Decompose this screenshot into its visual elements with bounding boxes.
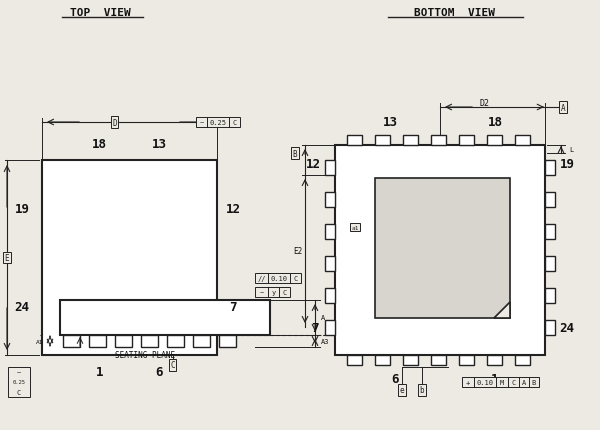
Text: C: C (283, 289, 287, 295)
Bar (545, 256, 555, 271)
Bar (462, 377, 539, 387)
Bar (545, 193, 555, 208)
Text: C: C (17, 389, 21, 395)
Bar (60, 300, 270, 335)
Text: //: // (257, 275, 266, 281)
Bar (167, 335, 184, 347)
Text: a1: a1 (351, 225, 359, 230)
Text: 0.25: 0.25 (209, 120, 227, 126)
Bar (325, 193, 335, 208)
Text: 0.25: 0.25 (13, 380, 26, 384)
Bar (431, 136, 446, 146)
Bar (487, 136, 502, 146)
Text: E2: E2 (293, 247, 302, 256)
Polygon shape (494, 302, 510, 318)
Bar (8, 367, 30, 397)
Bar (375, 355, 390, 365)
Text: 1: 1 (96, 366, 104, 379)
Text: +: + (466, 379, 470, 385)
Bar (115, 335, 132, 347)
Text: B: B (293, 149, 298, 158)
Text: L: L (569, 147, 573, 153)
Bar (347, 355, 362, 365)
Text: BOTTOM  VIEW: BOTTOM VIEW (415, 8, 496, 18)
Bar (545, 224, 555, 240)
Bar (196, 118, 240, 128)
Text: 18: 18 (487, 115, 502, 128)
Bar (193, 335, 210, 347)
Bar (63, 335, 80, 347)
Text: ~: ~ (17, 369, 21, 375)
Text: 0.10: 0.10 (271, 275, 287, 281)
Bar (42, 161, 217, 355)
Bar (347, 136, 362, 146)
Bar (375, 136, 390, 146)
Text: A3: A3 (321, 338, 329, 344)
Text: C: C (511, 379, 515, 385)
Bar (325, 256, 335, 271)
Text: 12: 12 (226, 203, 241, 216)
Bar (545, 289, 555, 303)
Bar (431, 355, 446, 365)
Text: 6: 6 (391, 373, 399, 386)
Bar (219, 335, 236, 347)
Text: SEATING PLANE: SEATING PLANE (115, 351, 175, 359)
Bar (325, 320, 335, 335)
Bar (335, 146, 545, 355)
Bar (515, 355, 530, 365)
Bar (89, 335, 106, 347)
Text: TOP  VIEW: TOP VIEW (70, 8, 130, 18)
Text: C: C (293, 275, 298, 281)
Text: A1: A1 (35, 339, 43, 344)
Text: 7: 7 (311, 321, 319, 334)
Bar (459, 136, 474, 146)
Text: D2: D2 (480, 98, 490, 107)
Text: 13: 13 (152, 137, 167, 150)
Text: 6: 6 (155, 366, 163, 379)
Text: e: e (400, 386, 404, 395)
Text: D: D (112, 118, 117, 127)
Text: B: B (532, 379, 536, 385)
Bar (141, 335, 158, 347)
Text: 13: 13 (383, 115, 398, 128)
Bar (325, 161, 335, 175)
Bar (515, 136, 530, 146)
Bar (325, 289, 335, 303)
Text: 19: 19 (14, 203, 29, 216)
Bar (403, 136, 418, 146)
Bar (459, 355, 474, 365)
Text: 24: 24 (559, 321, 574, 334)
Text: A: A (522, 379, 526, 385)
Text: A: A (321, 315, 325, 321)
Text: 12: 12 (305, 157, 320, 170)
Text: 7: 7 (229, 300, 237, 313)
Text: 1: 1 (491, 373, 499, 386)
Text: M: M (500, 379, 504, 385)
Text: 19: 19 (559, 157, 574, 170)
Bar (487, 355, 502, 365)
Bar (255, 273, 301, 283)
Bar (255, 287, 290, 297)
Text: C: C (170, 361, 175, 370)
Text: y: y (271, 289, 275, 295)
Bar (545, 161, 555, 175)
Text: ~: ~ (259, 289, 263, 295)
Text: A: A (560, 103, 565, 112)
Text: 0.10: 0.10 (476, 379, 493, 385)
Bar (375, 178, 510, 318)
Text: E: E (5, 253, 10, 262)
Bar (403, 355, 418, 365)
Text: 24: 24 (14, 300, 29, 313)
Bar (545, 320, 555, 335)
Text: b: b (419, 386, 424, 395)
Text: 18: 18 (92, 137, 107, 150)
Bar (325, 224, 335, 240)
Text: ~: ~ (199, 120, 203, 126)
Text: C: C (232, 120, 236, 126)
